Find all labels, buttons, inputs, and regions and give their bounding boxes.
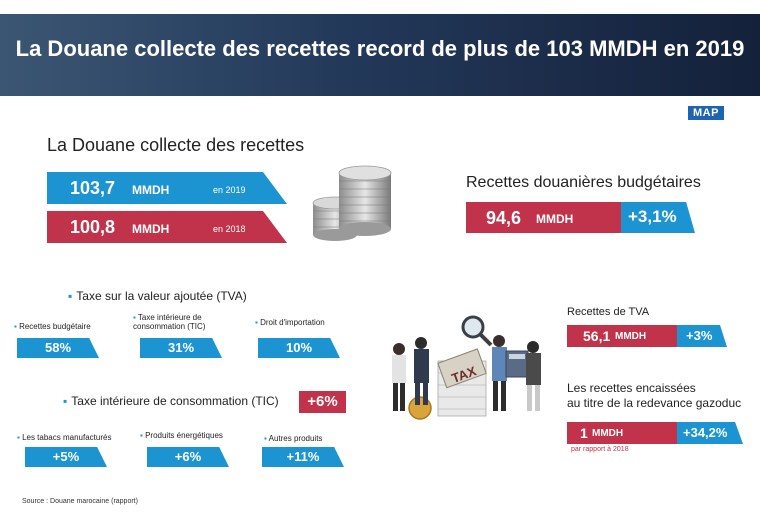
tva-label-budget-text: Recettes budgétaire bbox=[19, 322, 91, 331]
collect-heading: La Douane collecte des recettes bbox=[47, 135, 305, 155]
tva-label-tic-text: Taxe intérieure de consommation (TIC) bbox=[133, 313, 206, 331]
budget-value: 94,6 bbox=[486, 208, 522, 228]
tva-receipts-value-box bbox=[567, 325, 677, 347]
tic-label-other-text: Autres produits bbox=[268, 434, 323, 443]
tic-label-tabacs: ▪ Les tabacs manufacturés bbox=[17, 433, 112, 442]
tic-value-energy: +6% bbox=[147, 447, 229, 467]
tva-receipts-unit: MMDH bbox=[615, 331, 647, 342]
collect-2019-value: 103,7 bbox=[70, 178, 116, 198]
collect-2018-ribbon bbox=[47, 211, 287, 243]
gas-value: 1 bbox=[580, 425, 588, 441]
tva-receipts-change-box bbox=[677, 325, 727, 347]
collect-2018-unit: MMDH bbox=[132, 222, 170, 236]
tax-illustration-icon: TAX bbox=[392, 315, 541, 420]
budget-change: +3,1% bbox=[628, 207, 677, 226]
tva-receipts-value: 56,1 bbox=[583, 328, 611, 344]
budget-change-box bbox=[621, 202, 695, 233]
gas-note: par rapport à 2018 bbox=[571, 446, 629, 453]
tva-value-budget: 58% bbox=[17, 338, 99, 358]
gas-value-box bbox=[567, 422, 677, 444]
coins-icon bbox=[312, 165, 392, 241]
tva-receipts-heading: Recettes de TVA bbox=[567, 306, 650, 318]
tva-value-import: 10% bbox=[258, 338, 340, 358]
tic-value-other: +11% bbox=[262, 447, 344, 467]
header-banner bbox=[0, 14, 760, 96]
tva-value-tic: 31% bbox=[140, 338, 222, 358]
budget-unit: MMDH bbox=[536, 212, 574, 226]
page-title: La Douane collecte des recettes record d… bbox=[15, 36, 745, 61]
collect-2018-year: en 2018 bbox=[213, 224, 246, 234]
tva-label-tic: ▪ Taxe intérieure de consommation (TIC) bbox=[133, 313, 206, 331]
gas-unit: MMDH bbox=[592, 428, 624, 439]
map-logo: MAP bbox=[688, 106, 724, 120]
tva-label-import: ▪ Droit d'importation bbox=[255, 318, 325, 327]
tva-label-import-text: Droit d'importation bbox=[260, 318, 325, 327]
gas-heading-line2: au titre de la redevance gazoduc bbox=[567, 396, 742, 410]
tic-value-tabacs: +5% bbox=[25, 447, 107, 467]
collect-2019-year: en 2019 bbox=[213, 185, 246, 195]
tva-label-budget: ▪ Recettes budgétaire bbox=[14, 322, 91, 331]
tic-change-badge: +6% bbox=[299, 391, 346, 413]
collect-2019-ribbon bbox=[47, 172, 287, 204]
tic-label-other: ▪ Autres produits bbox=[264, 434, 323, 443]
tic-title: Taxe intérieure de consommation (TIC) bbox=[63, 394, 278, 408]
tva-receipts-change: +3% bbox=[686, 328, 713, 343]
tic-label-tabacs-text: Les tabacs manufacturés bbox=[22, 433, 112, 442]
tic-label-energy-text: Produits énergétiques bbox=[145, 431, 223, 440]
tic-label-energy: ▪ Produits énergétiques bbox=[140, 431, 223, 440]
collect-2018-value: 100,8 bbox=[70, 217, 116, 237]
source-note: Source : Douane marocaine (rapport) bbox=[22, 498, 138, 505]
budget-heading: Recettes douanières budgétaires bbox=[466, 174, 701, 191]
gas-change: +34,2% bbox=[683, 425, 728, 440]
gas-change-box bbox=[677, 422, 743, 444]
collect-2019-unit: MMDH bbox=[132, 183, 170, 197]
budget-value-box bbox=[466, 202, 621, 233]
tva-title: Taxe sur la valeur ajoutée (TVA) bbox=[68, 289, 247, 303]
gas-heading-line1: Les recettes encaissées bbox=[567, 381, 696, 395]
